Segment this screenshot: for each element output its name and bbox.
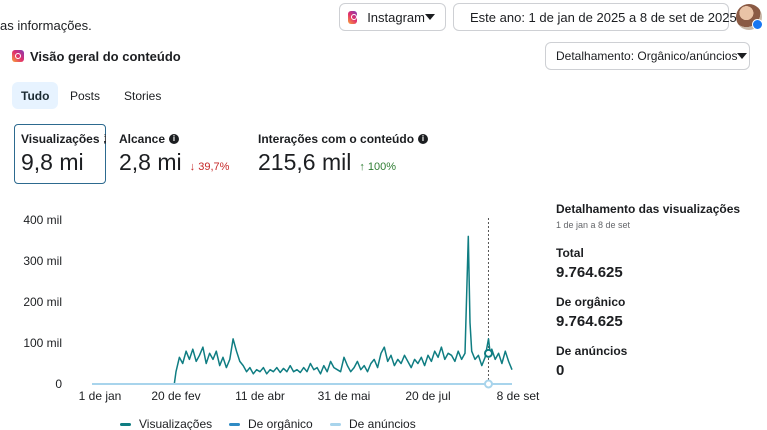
section-title: Visão geral do conteúdo [30,49,181,64]
legend-item-ads[interactable]: De anúncios [330,417,416,430]
platform-select-button[interactable]: Instagram [339,3,446,31]
legend-label: De anúncios [349,417,416,430]
content-overview-card [0,44,767,430]
tab-posts[interactable]: Posts [70,88,101,103]
info-icon[interactable]: i [418,134,429,144]
chevron-down-icon [737,53,748,59]
organic-label: De orgânico [556,295,626,309]
change-down-badge: ↓ 39,7% [190,161,230,173]
y-tick-label: 0 [55,377,62,391]
metric-reach-label: Alcance [119,132,166,146]
legend-item-views[interactable]: Visualizações [120,417,212,430]
metric-views-value: 9,8 mi [21,149,84,175]
y-tick-label: 300 mil [23,254,62,268]
views-breakdown-panel: Detalhamento das visualizações 1 de jan … [556,202,756,230]
top-bar: as informações. Instagram Este ano: 1 de… [0,0,767,44]
instagram-icon [12,50,24,62]
change-value: 100% [367,161,397,173]
panel-subtitle: 1 de jan a 8 de set [556,220,631,230]
ads-value: 0 [556,362,565,379]
y-tick-label: 400 mil [23,213,62,227]
x-tick-label: 20 de jul [405,389,450,403]
info-icon[interactable]: i [103,134,106,144]
metric-reach-value: 2,8 mi [119,149,182,175]
legend-swatch [330,422,341,426]
platform-label: Instagram [367,9,425,25]
hover-point-ads [483,379,493,389]
tab-stories[interactable]: Stories [124,88,162,103]
legend-label: Visualizações [139,417,213,430]
breakdown-select-button[interactable]: Detalhamento: Orgânico/anúncios [545,42,750,70]
legend-label: De orgânico [248,417,313,430]
series-line-0 [92,235,513,385]
breakdown-label: Detalhamento: Orgânico/anúncios [556,49,738,63]
date-range-button[interactable]: Este ano: 1 de jan de 2025 a 8 de set de… [453,3,747,31]
header-partial-text: as informações. [0,18,92,33]
views-line-chart[interactable]: 0 100 mil 200 mil 300 mil 400 mil 1 de jan 20 … [0,198,545,410]
change-up-badge: ↑ 100% [359,161,396,173]
legend-swatch [229,422,240,426]
metric-reach[interactable]: Alcance i 2,8 mi ↓ 39,7% [119,124,229,176]
organic-value: 9.764.625 [556,313,623,330]
legend-item-organic[interactable]: De orgânico [229,417,313,430]
arrow-up-icon: ↑ [359,161,365,173]
x-tick-label: 11 de abr [235,389,285,403]
instagram-icon [348,10,358,24]
metric-views[interactable]: Visualizações i 9,8 mi [14,124,106,184]
legend-swatch [120,422,131,426]
hover-point-views [483,348,493,358]
total-value: 9.764.625 [556,264,623,281]
metric-views-label: Visualizações [21,132,100,146]
x-tick-label: 31 de mai [318,389,371,403]
metric-interactions-value: 215,6 mil [258,149,352,175]
date-range-label: Este ano: 1 de jan de 2025 a 8 de set de… [470,9,737,25]
facebook-badge-icon [752,19,763,30]
panel-title: Detalhamento das visualizações [556,202,741,216]
metric-interactions-label: Interações com o conteúdo [258,132,415,146]
change-value: 39,7% [198,161,230,173]
total-label: Total [556,246,584,260]
tab-all[interactable]: Tudo [12,82,59,109]
chevron-down-icon [425,14,435,20]
y-tick-label: 100 mil [23,336,62,350]
info-icon[interactable]: i [169,134,180,144]
x-tick-label: 1 de jan [79,389,122,403]
x-tick-label: 8 de set [497,389,540,403]
x-tick-label: 20 de fev [151,389,200,403]
y-tick-label: 200 mil [23,295,62,309]
arrow-down-icon: ↓ [189,161,196,173]
ads-label: De anúncios [556,344,628,358]
metric-interactions[interactable]: Interações com o conteúdo i 215,6 mil ↑ … [258,124,429,176]
